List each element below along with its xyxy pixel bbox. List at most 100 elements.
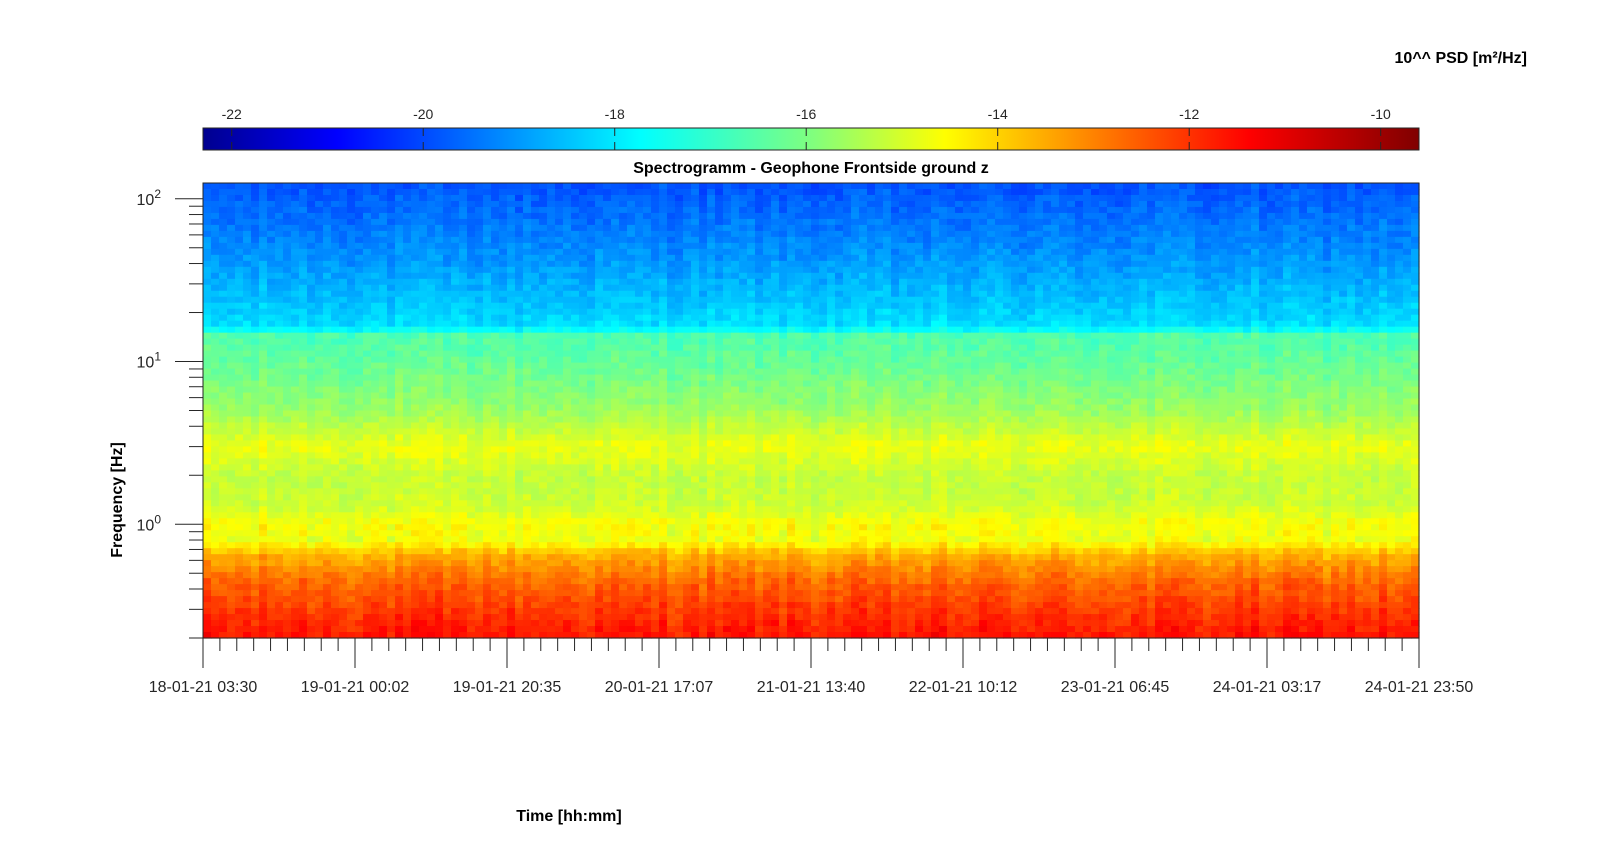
heatmap-cell: [947, 242, 956, 250]
heatmap-cell: [1027, 194, 1036, 202]
heatmap-cell: [923, 314, 932, 322]
heatmap-cell: [1355, 356, 1364, 364]
heatmap-cell: [379, 278, 388, 286]
heatmap-cell: [1179, 350, 1188, 358]
heatmap-cell: [843, 212, 852, 220]
heatmap-cell: [1075, 230, 1084, 238]
heatmap-cell: [835, 248, 844, 256]
heatmap-cell: [403, 320, 412, 328]
heatmap-cell: [923, 260, 932, 268]
heatmap-cell: [1387, 302, 1396, 310]
heatmap-cell: [235, 266, 244, 274]
heatmap-cell: [779, 224, 788, 232]
heatmap-cell: [1155, 350, 1164, 358]
heatmap-cell: [403, 218, 412, 226]
heatmap-cell: [1355, 362, 1364, 370]
heatmap-cell: [1411, 326, 1420, 334]
heatmap-cell: [939, 326, 948, 334]
heatmap-cell: [587, 368, 596, 376]
heatmap-cell: [1179, 183, 1188, 190]
heatmap-cell: [987, 236, 996, 244]
heatmap-cell: [1299, 344, 1308, 352]
heatmap-cell: [1339, 272, 1348, 280]
heatmap-cell: [667, 260, 676, 268]
heatmap-cell: [819, 374, 828, 382]
heatmap-cell: [1115, 212, 1124, 220]
heatmap-cell: [963, 254, 972, 262]
heatmap-cell: [939, 194, 948, 202]
heatmap-cell: [499, 266, 508, 274]
heatmap-cell: [467, 356, 476, 364]
heatmap-cell: [1227, 284, 1236, 292]
heatmap-cell: [435, 344, 444, 352]
heatmap-cell: [635, 272, 644, 280]
heatmap-cell: [499, 188, 508, 196]
heatmap-cell: [275, 368, 284, 376]
heatmap-cell: [675, 183, 684, 190]
heatmap-cell: [307, 374, 316, 382]
heatmap-cell: [779, 368, 788, 376]
heatmap-cell: [651, 248, 660, 256]
heatmap-cell: [227, 320, 236, 328]
heatmap-cell: [1219, 230, 1228, 238]
heatmap-cell: [403, 356, 412, 364]
heatmap-cell: [627, 344, 636, 352]
heatmap-cell: [1115, 332, 1124, 340]
heatmap-cell: [483, 308, 492, 316]
heatmap-cell: [1067, 338, 1076, 346]
heatmap-cell: [475, 374, 484, 382]
heatmap-cell: [643, 350, 652, 358]
heatmap-cell: [851, 356, 860, 364]
heatmap-cell: [987, 260, 996, 268]
heatmap-cell: [835, 296, 844, 304]
heatmap-cell: [1035, 260, 1044, 268]
heatmap-cell: [899, 314, 908, 322]
heatmap-cell: [1315, 308, 1324, 316]
heatmap-cell: [947, 368, 956, 376]
heatmap-cell: [419, 212, 428, 220]
heatmap-cell: [363, 368, 372, 376]
heatmap-cell: [1163, 242, 1172, 250]
heatmap-cell: [475, 308, 484, 316]
heatmap-cell: [483, 218, 492, 226]
heatmap-cell: [347, 338, 356, 346]
heatmap-cell: [1251, 236, 1260, 244]
heatmap-cell: [403, 350, 412, 358]
heatmap-cell: [603, 266, 612, 274]
heatmap-cell: [555, 200, 564, 208]
heatmap-cell: [1195, 266, 1204, 274]
heatmap-cell: [539, 332, 548, 340]
heatmap-cell: [395, 374, 404, 382]
heatmap-cell: [323, 308, 332, 316]
heatmap-cell: [867, 362, 876, 370]
heatmap-cell: [475, 183, 484, 190]
heatmap-cell: [883, 296, 892, 304]
heatmap-cell: [1139, 188, 1148, 196]
heatmap-cell: [427, 320, 436, 328]
heatmap-cell: [1371, 296, 1380, 304]
heatmap-cell: [771, 212, 780, 220]
heatmap-cell: [651, 296, 660, 304]
heatmap-cell: [1371, 338, 1380, 346]
heatmap-cell: [1211, 338, 1220, 346]
heatmap-cell: [1107, 248, 1116, 256]
heatmap-cell: [595, 320, 604, 328]
heatmap-cell: [275, 302, 284, 310]
heatmap-cell: [459, 236, 468, 244]
heatmap-cell: [507, 272, 516, 280]
heatmap-cell: [739, 230, 748, 238]
heatmap-cell: [587, 302, 596, 310]
heatmap-cell: [451, 200, 460, 208]
heatmap-cell: [1211, 188, 1220, 196]
heatmap-cell: [339, 374, 348, 382]
heatmap-cell: [651, 368, 660, 376]
heatmap-cell: [939, 350, 948, 358]
heatmap-cell: [1299, 242, 1308, 250]
heatmap-cell: [771, 248, 780, 256]
heatmap-cell: [859, 254, 868, 262]
heatmap-cell: [507, 278, 516, 286]
heatmap-cell: [619, 362, 628, 370]
heatmap-cell: [779, 356, 788, 364]
heatmap-cell: [1395, 236, 1404, 244]
heatmap-cell: [931, 242, 940, 250]
